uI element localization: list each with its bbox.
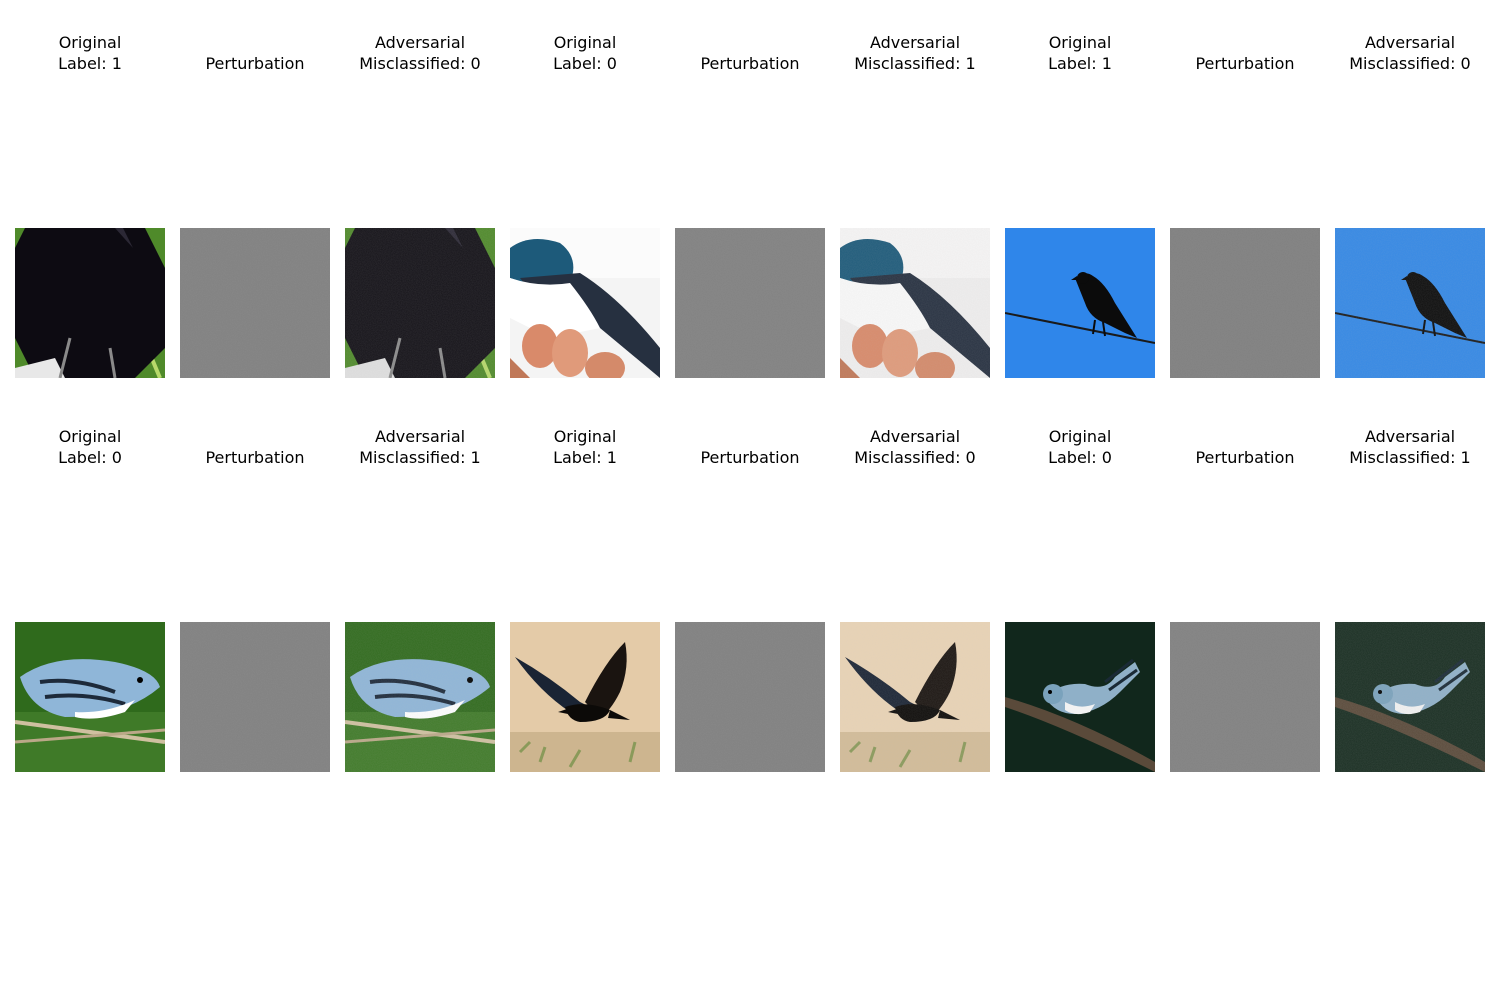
swallow-in-hand-image [510, 228, 660, 378]
panel-title: Adversarial Misclassified: 1 [1349, 427, 1471, 467]
crow-on-wire-image [1005, 228, 1155, 378]
panel-title: Perturbation [700, 54, 800, 73]
panel-title: Original Label: 1 [1048, 33, 1112, 73]
panel-title: Adversarial Misclassified: 1 [359, 427, 481, 467]
perturbation-image [675, 622, 825, 772]
panel-title: Perturbation [700, 448, 800, 467]
panel-title: Original Label: 1 [553, 427, 617, 467]
panel-title: Perturbation [205, 54, 305, 73]
perturbation-image [180, 228, 330, 378]
panel-title: Original Label: 1 [58, 33, 122, 73]
crow-on-wire-adversarial-image [1335, 228, 1485, 378]
warbler-dark-adversarial-image [1335, 622, 1485, 772]
warbler-green-adversarial-image [345, 622, 495, 772]
warbler-dark-image [1005, 622, 1155, 772]
panel-title: Adversarial Misclassified: 0 [1349, 33, 1471, 73]
crow-in-flight-image [510, 622, 660, 772]
panel-title: Original Label: 0 [1048, 427, 1112, 467]
crow-in-flight-adversarial-image [840, 622, 990, 772]
crow-closeup-adversarial-image [345, 228, 495, 378]
panel-title: Adversarial Misclassified: 0 [854, 427, 976, 467]
crow-closeup-image [15, 228, 165, 378]
swallow-in-hand-adversarial-image [840, 228, 990, 378]
panel-title: Perturbation [205, 448, 305, 467]
panel-title: Adversarial Misclassified: 0 [359, 33, 481, 73]
panel-title: Perturbation [1195, 54, 1295, 73]
perturbation-image [180, 622, 330, 772]
panel-title: Adversarial Misclassified: 1 [854, 33, 976, 73]
panel-title: Perturbation [1195, 448, 1295, 467]
panel-title: Original Label: 0 [553, 33, 617, 73]
perturbation-image [1170, 228, 1320, 378]
warbler-green-image [15, 622, 165, 772]
perturbation-image [675, 228, 825, 378]
perturbation-image [1170, 622, 1320, 772]
panel-title: Original Label: 0 [58, 427, 122, 467]
